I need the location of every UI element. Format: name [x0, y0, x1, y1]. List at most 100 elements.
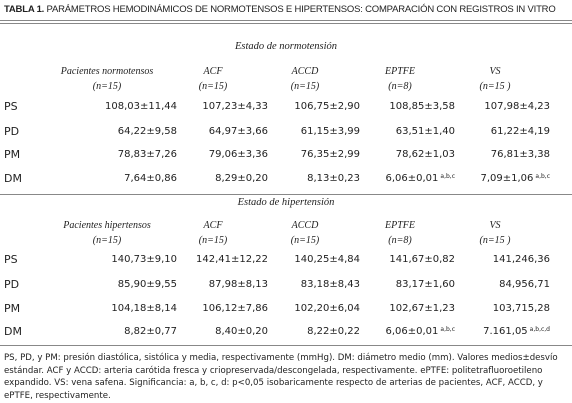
cell-value: 102,67±1,23: [389, 303, 455, 314]
cell: 64,97±3,66: [158, 126, 268, 137]
column-n: (n=15): [198, 235, 228, 246]
column-n: (n=8): [388, 235, 412, 246]
cell-value: 79,06±3,36: [208, 149, 268, 160]
cell-value: 142,41±12,22: [196, 254, 268, 265]
column-n: (n=8): [388, 81, 412, 92]
row-label: PD: [4, 125, 20, 138]
column-name: ACF: [203, 66, 223, 77]
cell-value: 63,51±1,40: [395, 126, 455, 137]
cell-value: 85,90±9,55: [117, 279, 177, 290]
cell: 142,41±12,22: [158, 254, 268, 265]
cell-value: 76,35±2,99: [300, 149, 360, 160]
column-name: Pacientes normotensos: [60, 66, 154, 77]
cell-value: 141,67±0,82: [389, 254, 455, 265]
cell-value: 7,64±0,86: [124, 173, 177, 184]
cell-value: 107,23±4,33: [202, 101, 268, 112]
cell: 6,06±0,01 a,b,c: [345, 326, 455, 337]
cell-value: 87,98±8,13: [208, 279, 268, 290]
title-label: TABLA 1.: [4, 4, 45, 15]
row-label: PM: [4, 148, 21, 161]
cell-note: a,b,c: [535, 173, 550, 180]
cell-value: 8,22±0,22: [307, 326, 360, 337]
column-name: Pacientes hipertensos: [63, 220, 151, 231]
cell: 84,956,71: [440, 279, 550, 290]
cell: 78,62±1,03: [345, 149, 455, 160]
column-n: (n=15): [290, 235, 320, 246]
cell-note: a,b,c: [440, 173, 455, 180]
rule: [0, 23, 572, 24]
cell: 8,22±0,22: [250, 326, 360, 337]
rule: [0, 345, 572, 346]
cell: 107,98±4,23: [440, 101, 550, 112]
cell: 140,73±9,10: [67, 254, 177, 265]
cell-value: 104,18±8,14: [111, 303, 177, 314]
column-name: EPTFE: [385, 220, 415, 231]
column-name: VS: [489, 66, 501, 77]
column-n: (n=15): [92, 81, 122, 92]
cell-value: 140,25±4,84: [294, 254, 360, 265]
cell: 83,18±8,43: [250, 279, 360, 290]
cell: 76,35±2,99: [250, 149, 360, 160]
cell-value: 64,97±3,66: [208, 126, 268, 137]
cell-value: 107,98±4,23: [484, 101, 550, 112]
column-n: (n=15): [290, 81, 320, 92]
cell: 141,67±0,82: [345, 254, 455, 265]
column-name: ACCD: [291, 66, 319, 77]
cell-value: 6,06±0,01: [385, 326, 439, 337]
cell: 7,64±0,86: [67, 173, 177, 184]
cell-value: 103,715,28: [492, 303, 550, 314]
cell-value: 7.161,05: [483, 326, 528, 337]
cell: 140,25±4,84: [250, 254, 360, 265]
cell: 141,246,36: [440, 254, 550, 265]
title-text: PARÁMETROS HEMODINÁMICOS DE NORMOTENSOS …: [46, 4, 556, 15]
cell-note: a,b,c: [440, 326, 455, 333]
row-label: DM: [4, 325, 22, 338]
rule: [0, 20, 572, 21]
cell-value: 8,13±0,23: [307, 173, 360, 184]
column-name: ACCD: [291, 220, 319, 231]
cell-value: 7,09±1,06: [480, 173, 534, 184]
row-label: PD: [4, 278, 20, 291]
cell-note: a,b,c,d: [529, 326, 550, 333]
section-heading: Estado de hipertensión: [237, 197, 335, 208]
cell: 107,23±4,33: [158, 101, 268, 112]
cell-value: 141,246,36: [492, 254, 550, 265]
cell-value: 61,15±3,99: [300, 126, 360, 137]
cell: 85,90±9,55: [67, 279, 177, 290]
cell-value: 61,22±4,19: [490, 126, 550, 137]
cell-value: 83,17±1,60: [395, 279, 455, 290]
table-title: TABLA 1. PARÁMETROS HEMODINÁMICOS DE NOR…: [4, 4, 556, 15]
cell: 102,67±1,23: [345, 303, 455, 314]
cell: 78,83±7,26: [67, 149, 177, 160]
cell-value: 76,81±3,38: [490, 149, 550, 160]
cell: 8,82±0,77: [67, 326, 177, 337]
cell: 103,715,28: [440, 303, 550, 314]
cell: 7.161,05 a,b,c,d: [440, 326, 550, 337]
cell-value: 78,83±7,26: [117, 149, 177, 160]
cell: 64,22±9,58: [67, 126, 177, 137]
cell: 102,20±6,04: [250, 303, 360, 314]
cell-value: 78,62±1,03: [395, 149, 455, 160]
cell: 83,17±1,60: [345, 279, 455, 290]
cell: 104,18±8,14: [67, 303, 177, 314]
cell: 8,40±0,20: [158, 326, 268, 337]
cell: 8,13±0,23: [250, 173, 360, 184]
cell: 63,51±1,40: [345, 126, 455, 137]
rule: [0, 194, 572, 195]
cell-value: 106,12±7,86: [202, 303, 268, 314]
cell: 8,29±0,20: [158, 173, 268, 184]
cell-value: 8,29±0,20: [215, 173, 268, 184]
column-n: (n=15 ): [479, 81, 511, 92]
column-name: EPTFE: [385, 66, 415, 77]
cell: 79,06±3,36: [158, 149, 268, 160]
row-label: PM: [4, 302, 21, 315]
cell: 106,12±7,86: [158, 303, 268, 314]
cell: 76,81±3,38: [440, 149, 550, 160]
column-n: (n=15): [198, 81, 228, 92]
cell: 108,03±11,44: [67, 101, 177, 112]
cell-value: 84,956,71: [499, 279, 550, 290]
cell-value: 83,18±8,43: [300, 279, 360, 290]
cell-value: 140,73±9,10: [111, 254, 177, 265]
column-name: ACF: [203, 220, 223, 231]
